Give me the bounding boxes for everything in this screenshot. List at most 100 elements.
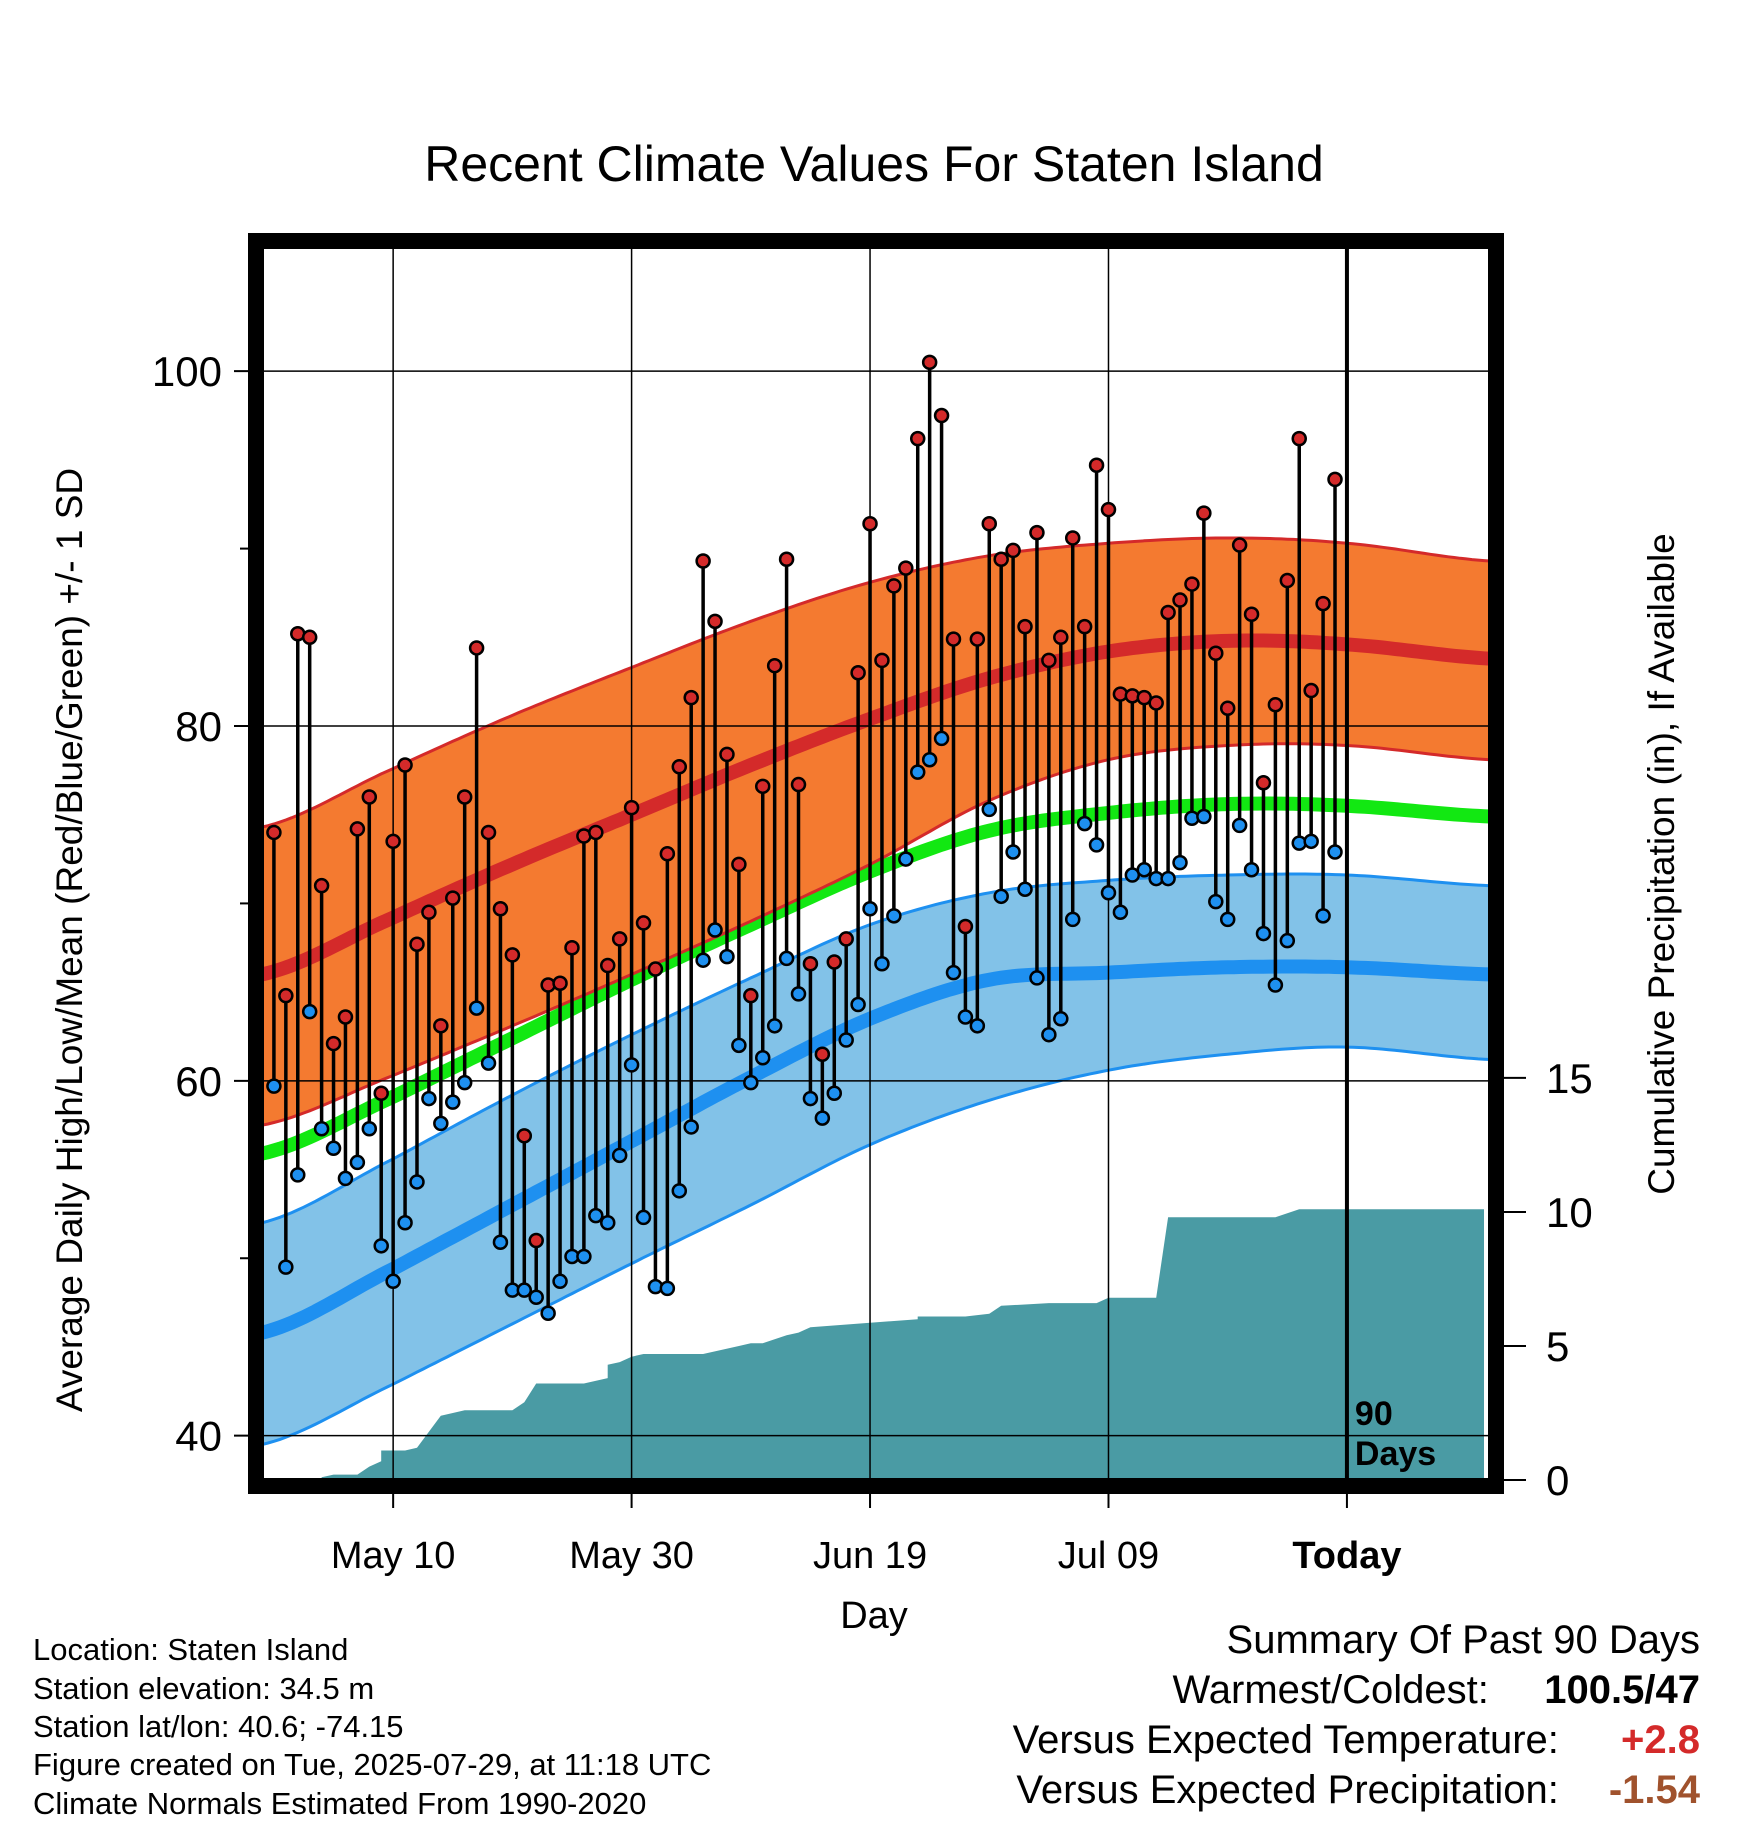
daily-high-point (445, 890, 461, 906)
daily-high-point (1196, 505, 1212, 521)
daily-low-point (993, 888, 1009, 905)
daily-low-point (1076, 815, 1093, 832)
daily-high-point (1148, 695, 1164, 711)
daily-high-point (337, 1009, 354, 1025)
daily-low-point (421, 1090, 437, 1107)
precipitation-value: -1.54 (1608, 1768, 1700, 1812)
daily-low-point (337, 1170, 354, 1187)
daily-high-point (1243, 606, 1260, 622)
x-tick-label: May 30 (569, 1535, 694, 1577)
temperature-value: +2.8 (1621, 1718, 1700, 1762)
daily-high-point (552, 975, 568, 992)
daily-high-point (1005, 542, 1021, 559)
daily-high-point (528, 1232, 544, 1249)
daily-high-point (325, 1035, 342, 1052)
temperature-label: Versus Expected Temperature: (1012, 1718, 1559, 1762)
daily-low-point (313, 1120, 330, 1137)
daily-high-point (397, 757, 413, 773)
daily-low-point (1100, 885, 1117, 901)
daily-high-point (802, 955, 819, 972)
daily-low-point (909, 764, 926, 780)
daily-high-point (1327, 471, 1343, 488)
daily-low-point (731, 1037, 747, 1054)
low-normal-line (262, 959, 1490, 1340)
daily-low-point (862, 900, 878, 917)
info-elevation: Station elevation: 34.5 m (33, 1671, 375, 1706)
info-created: Figure created on Tue, 2025-07-29, at 11… (33, 1747, 712, 1782)
daily-high-point (957, 918, 974, 935)
daily-low-point (1208, 893, 1224, 910)
daily-high-point (421, 904, 437, 921)
daily-low-point (743, 1074, 759, 1091)
daily-high-point (1291, 430, 1307, 447)
daily-low-point (635, 1209, 652, 1226)
daily-low-point (898, 851, 914, 867)
daily-high-point (1184, 576, 1200, 592)
summary-heading: Summary Of Past 90 Days (1226, 1618, 1700, 1662)
high-normal-line (262, 633, 1490, 982)
daily-low-point (325, 1140, 342, 1156)
daily-high-point (933, 407, 950, 424)
daily-low-point (1315, 908, 1331, 924)
daily-low-point (1160, 870, 1176, 887)
daily-high-point (993, 551, 1009, 567)
y-tick-label: 40 (175, 1413, 222, 1460)
daily-low-point (576, 1248, 592, 1265)
daily-low-point (778, 950, 795, 967)
y-tick-label: 100 (152, 348, 222, 395)
daily-high-point (874, 652, 890, 669)
daily-low-point (409, 1174, 425, 1190)
daily-high-point (623, 799, 640, 816)
daily-high-point (433, 1018, 449, 1034)
daily-high-point (647, 961, 664, 977)
precipitation-label: Versus Expected Precipitation: (1016, 1768, 1559, 1812)
high-sd-lower-edge (262, 742, 1490, 1127)
daily-high-point (790, 776, 807, 793)
daily-low-point (838, 1032, 854, 1048)
daily-high-point (898, 560, 914, 576)
summary-temperature: Versus Expected Temperature: +2.8 (1013, 1718, 1700, 1763)
daily-low-point (290, 1167, 306, 1183)
high-sd-band (262, 538, 1490, 1126)
daily-high-point (611, 931, 628, 947)
daily-high-point (1303, 682, 1319, 699)
daily-low-point (623, 1057, 640, 1073)
daily-high-point (731, 856, 747, 873)
daily-high-point (1041, 652, 1057, 669)
y2-tick-label: 5 (1546, 1323, 1569, 1370)
daily-high-point (1053, 629, 1069, 646)
low-sd-lower-edge (262, 1045, 1490, 1446)
daily-low-point (516, 1282, 533, 1298)
daily-low-point (599, 1215, 616, 1231)
daily-high-point (1064, 530, 1081, 546)
daily-low-point (1005, 844, 1021, 860)
daily-low-point (886, 908, 902, 924)
daily-high-point (1219, 700, 1236, 717)
daily-high-point (301, 629, 318, 646)
daily-low-point (1196, 808, 1212, 825)
daily-low-point (1267, 977, 1284, 993)
daily-high-point (564, 940, 580, 956)
daily-low-point (611, 1147, 628, 1164)
daily-low-point (278, 1259, 294, 1275)
daily-high-point (909, 430, 926, 447)
daily-low-point (814, 1110, 831, 1126)
daily-high-point (1088, 457, 1105, 473)
plot-clip-group (262, 247, 1490, 1480)
y-tick-label: 80 (175, 703, 222, 750)
daily-low-point (1231, 817, 1248, 834)
daily-high-point (826, 954, 843, 970)
daily-low-point (385, 1273, 401, 1290)
daily-low-point (1064, 911, 1081, 928)
low-sd-band (262, 874, 1490, 1445)
daily-high-point (361, 789, 378, 805)
daily-high-point (886, 578, 902, 594)
daily-low-point (659, 1280, 676, 1297)
daily-low-point (1327, 844, 1343, 860)
daily-high-point (1076, 618, 1093, 635)
daily-low-point (1041, 1026, 1057, 1043)
daily-high-point (480, 824, 497, 841)
daily-high-point (838, 931, 854, 947)
daily-low-point (826, 1085, 843, 1101)
